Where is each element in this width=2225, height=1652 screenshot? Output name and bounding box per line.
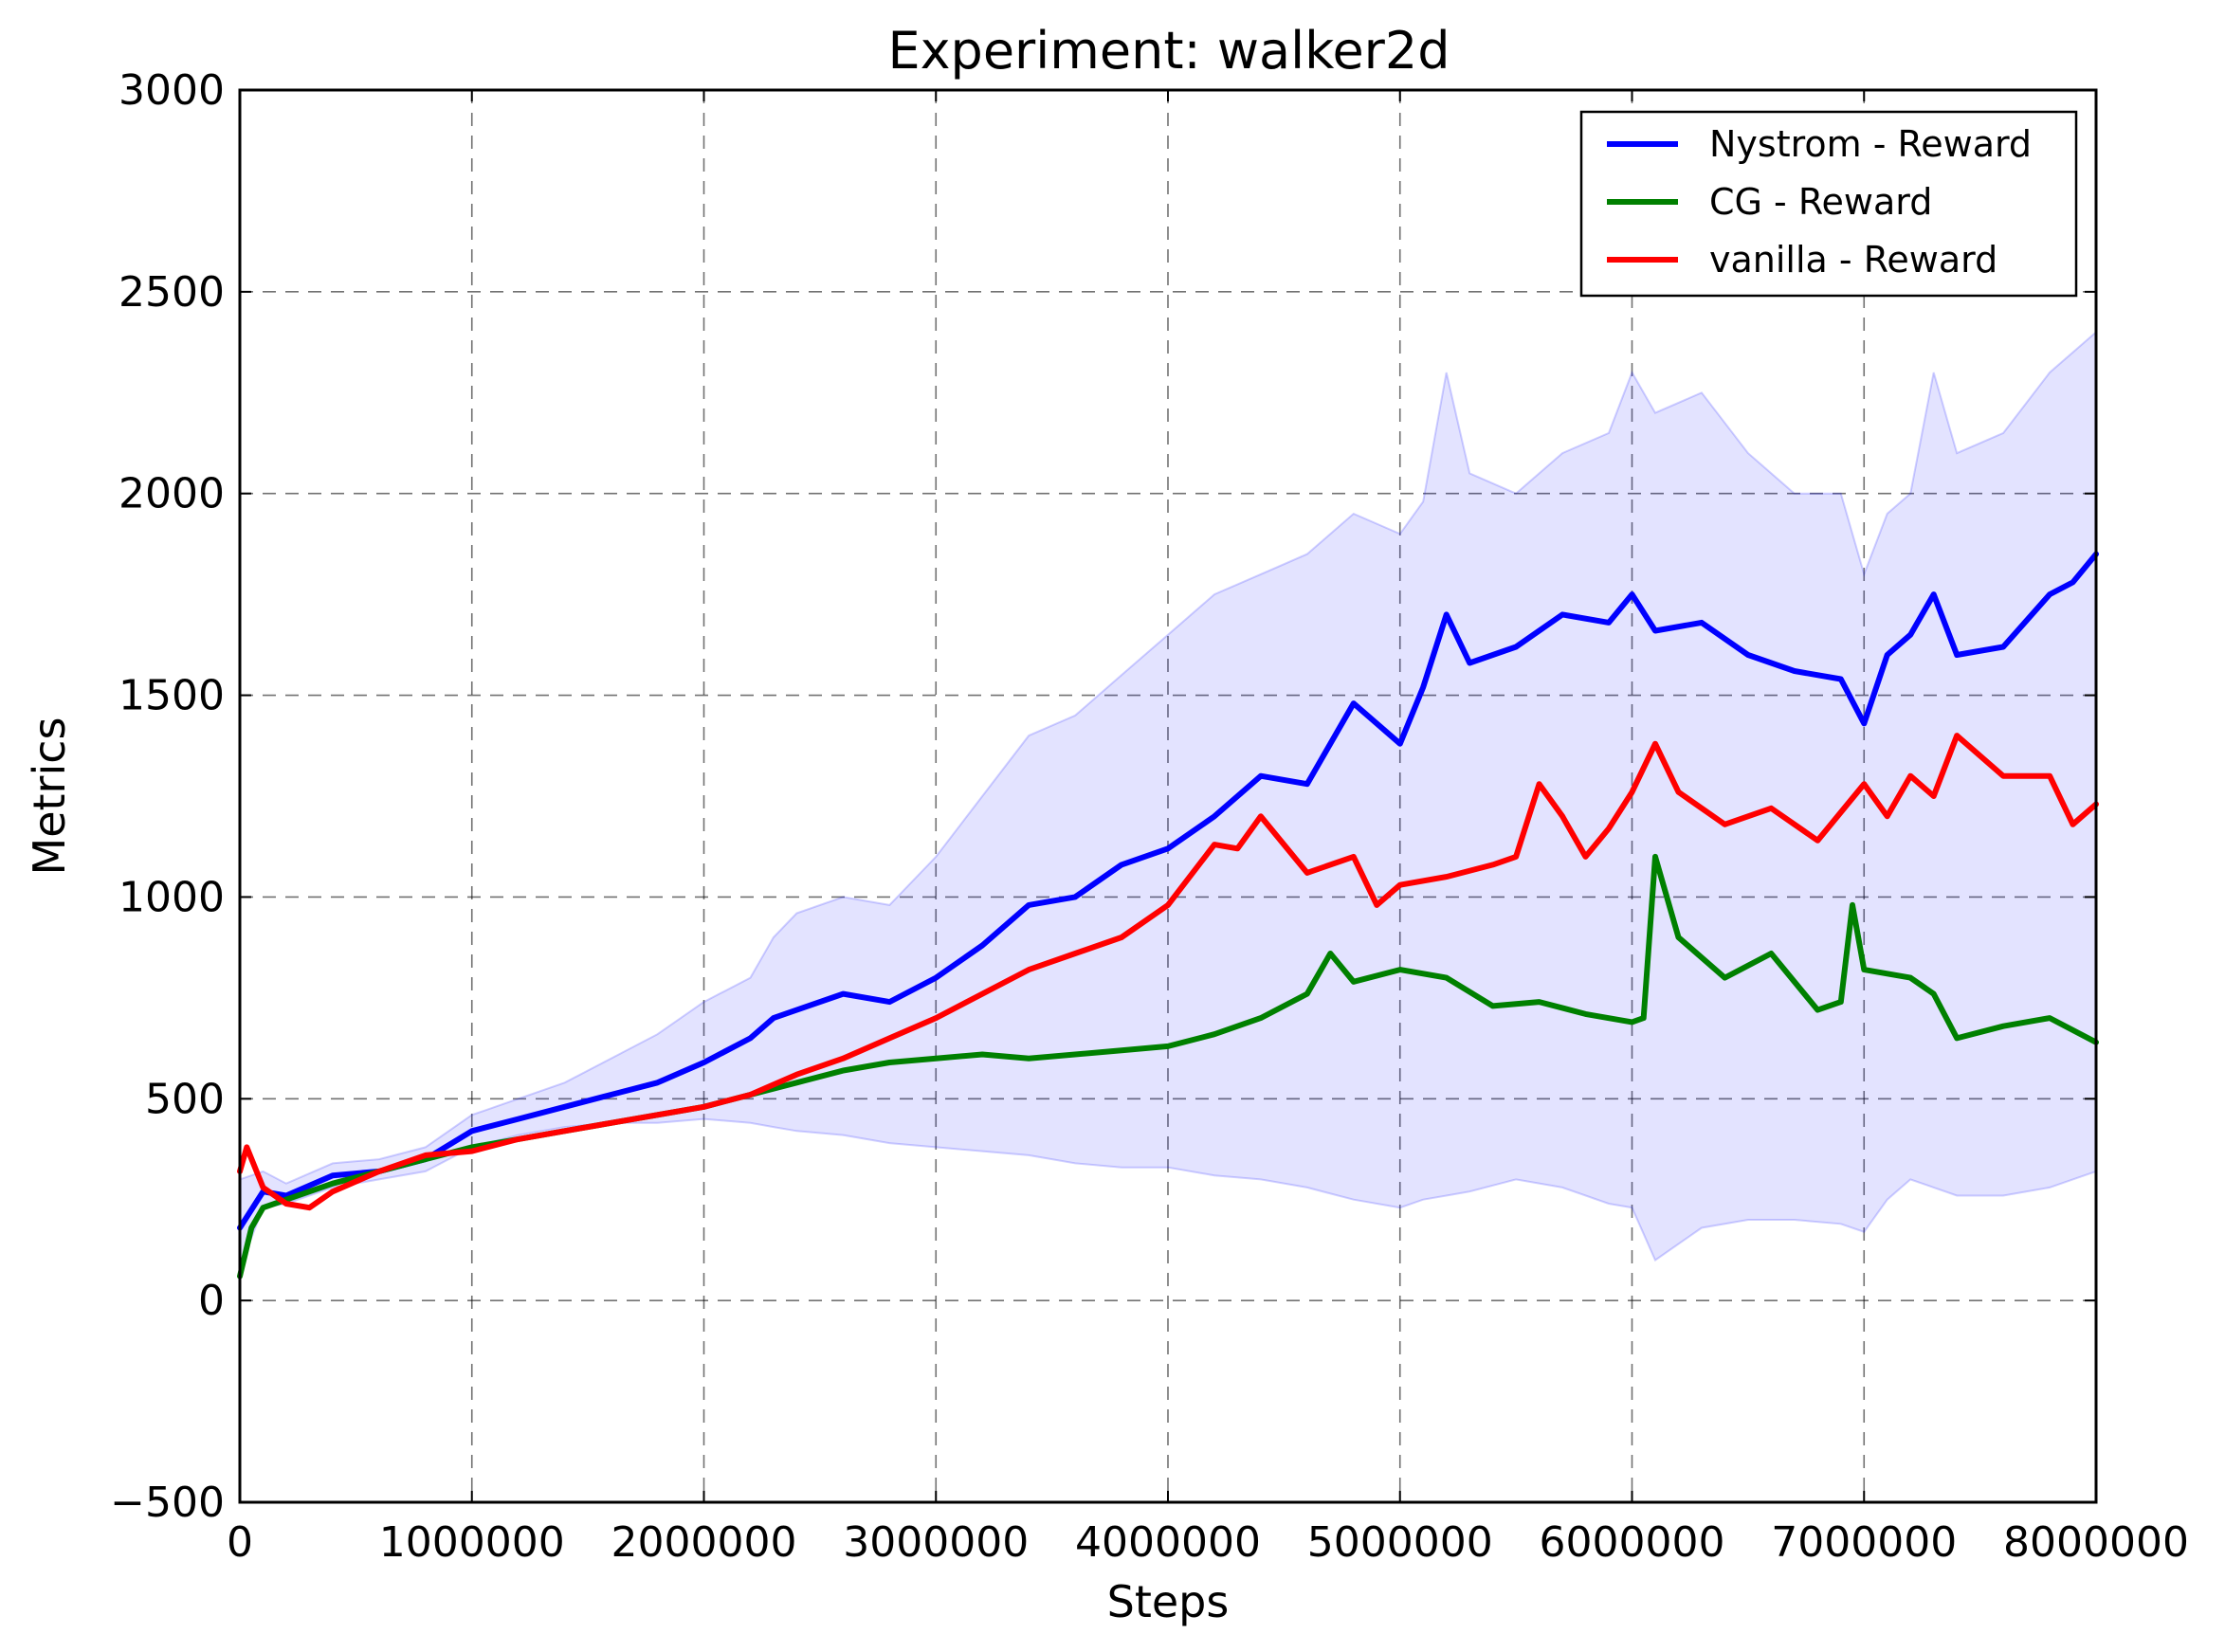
y-axis-label: Metrics [24, 717, 75, 876]
x-tick-label: 8000000 [2003, 1518, 2189, 1567]
x-axis-label: Steps [1107, 1576, 1230, 1627]
chart-title: Experiment: walker2d [887, 21, 1450, 81]
confidence-bands [239, 330, 2097, 1269]
x-tick-label: 6000000 [1540, 1518, 1725, 1567]
legend-label: vanilla - Reward [1709, 239, 1997, 281]
legend-label: CG - Reward [1709, 181, 1932, 223]
x-tick-label: 2000000 [611, 1518, 797, 1567]
y-tick-label: 500 [145, 1075, 225, 1123]
y-tick-labels: −500 0 500 1000 1500 2000 2500 3000 [110, 66, 225, 1527]
y-tick-label: −500 [110, 1479, 225, 1527]
y-tick-label: 0 [198, 1277, 225, 1325]
x-tick-label: 5000000 [1307, 1518, 1493, 1567]
series-line [237, 733, 2099, 1211]
x-tick-label: 3000000 [843, 1518, 1029, 1567]
y-tick-label: 1000 [119, 873, 225, 921]
axis-ticks [239, 89, 2097, 1503]
series-lines [237, 551, 2099, 1280]
y-tick-label: 2500 [119, 268, 225, 317]
y-tick-label: 2000 [119, 470, 225, 518]
y-tick-label: 3000 [119, 66, 225, 115]
x-tick-label: 0 [227, 1518, 253, 1567]
x-tick-label: 1000000 [379, 1518, 565, 1567]
x-tick-labels: 0 1000000 2000000 3000000 4000000 5000000 6000… [227, 1518, 2189, 1567]
series-line [237, 551, 2099, 1231]
series-band [239, 330, 2097, 1269]
y-tick-label: 1500 [119, 672, 225, 720]
x-tick-label: 4000000 [1075, 1518, 1261, 1567]
legend-label: Nystrom - Reward [1709, 123, 2032, 165]
x-tick-label: 7000000 [1771, 1518, 1957, 1567]
legend: Nystrom - Reward CG - Reward vanilla - Rew… [1579, 110, 2078, 298]
